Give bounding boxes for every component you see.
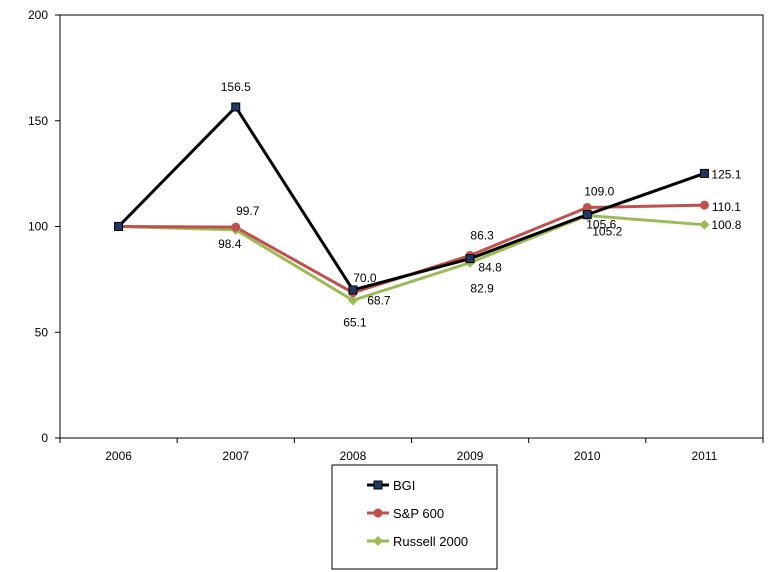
data-label: 86.3	[470, 228, 494, 242]
data-point	[465, 254, 475, 264]
legend-label: BGI	[393, 478, 415, 493]
data-label: 109.0	[584, 184, 614, 198]
data-label: 156.5	[221, 80, 251, 94]
data-point	[114, 222, 124, 231]
y-axis: 0 50 100 150 200	[28, 8, 60, 445]
data-point	[699, 219, 710, 230]
series-markers	[113, 102, 710, 306]
legend-label: S&P 600	[393, 506, 444, 521]
legend-label: Russell 2000	[393, 534, 468, 549]
data-label: 84.8	[478, 261, 502, 275]
data-point	[347, 295, 358, 306]
series-line-bgi	[117, 105, 705, 292]
legend-swatch-marker	[373, 480, 383, 490]
data-label: 125.1	[711, 167, 741, 181]
data-label: 68.7	[367, 294, 391, 308]
y-tick-label: 100	[28, 220, 48, 234]
x-axis: 2006 2007 2008 2009 2010 2011	[59, 438, 764, 463]
series-lines	[117, 105, 705, 302]
x-tick-label: 2011	[692, 449, 718, 463]
x-tick-label: 2009	[457, 449, 484, 463]
series-line-russell-2000	[118, 214, 705, 302]
data-label: 100.8	[711, 218, 741, 232]
legend-box	[331, 464, 498, 570]
data-label: 98.4	[218, 237, 242, 251]
y-tick-label: 150	[28, 114, 48, 128]
data-label: 105.2	[592, 225, 622, 239]
data-point	[582, 210, 592, 220]
x-tick-label: 2010	[574, 449, 601, 463]
data-point	[699, 200, 709, 210]
data-point	[231, 222, 241, 232]
x-tick-label: 2006	[105, 449, 132, 463]
y-tick-label: 50	[35, 325, 49, 339]
y-tick-label: 200	[28, 8, 48, 22]
data-label: 82.9	[470, 282, 494, 296]
data-labels: 156.5 70.0 84.8 105.6 125.1 99.7 68.7 86.3 109.0…	[218, 80, 742, 329]
data-label: 105.6	[586, 218, 616, 232]
data-point	[348, 285, 358, 295]
y-tick-label: 0	[41, 431, 48, 445]
legend: BGI S&P 600 Russell 2000	[331, 464, 498, 570]
data-label: 110.1	[712, 200, 741, 214]
data-label: 70.0	[353, 271, 377, 285]
legend-swatch-marker	[373, 508, 383, 518]
data-label: 65.1	[343, 315, 367, 329]
x-tick-label: 2008	[340, 449, 367, 463]
data-point	[699, 168, 709, 178]
x-tick-label: 2007	[222, 449, 249, 463]
data-point	[231, 102, 241, 112]
data-point	[582, 202, 592, 212]
data-label: 99.7	[236, 204, 260, 218]
legend-swatch-marker	[373, 536, 383, 546]
